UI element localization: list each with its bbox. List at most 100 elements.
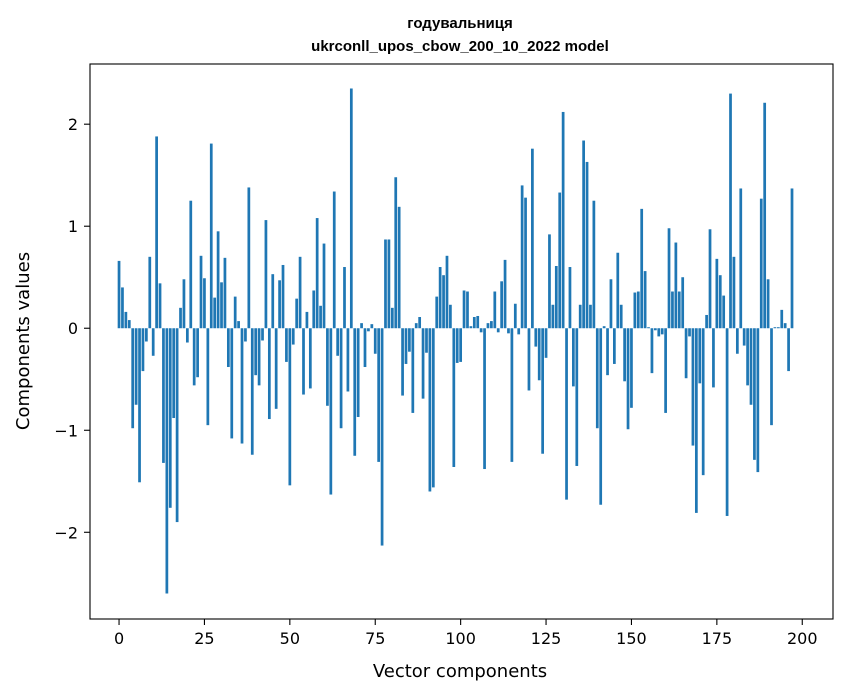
bar-47 [278, 280, 281, 329]
bar-75 [373, 328, 377, 354]
bar-102 [466, 291, 469, 329]
bar-63 [332, 191, 336, 329]
y-tick-label: −2 [54, 523, 78, 542]
bar-175 [715, 258, 719, 329]
bar-13 [162, 328, 165, 463]
bar-158 [657, 328, 661, 337]
bar-44 [267, 328, 271, 420]
bar-72 [363, 328, 367, 368]
bar-92 [431, 328, 435, 488]
bar-85 [408, 328, 411, 352]
bar-161 [667, 228, 671, 329]
x-tick-label: 25 [194, 629, 214, 648]
bar-106 [479, 328, 483, 333]
x-tick-label: 0 [114, 629, 124, 648]
bar-71 [360, 323, 363, 329]
bar-184 [746, 328, 749, 386]
bar-60 [322, 243, 326, 329]
bar-189 [763, 102, 767, 329]
bar-83 [401, 328, 404, 396]
bar-6 [138, 328, 141, 483]
bar-3 [127, 320, 131, 329]
bar-97 [449, 304, 452, 329]
bar-37 [244, 328, 247, 342]
bar-21 [189, 200, 193, 329]
bar-59 [319, 305, 322, 329]
bar-103 [469, 326, 473, 329]
bar-133 [572, 328, 575, 387]
bar-32 [226, 328, 230, 368]
bar-166 [684, 328, 688, 379]
bar-16 [172, 328, 176, 419]
bar-159 [660, 328, 664, 335]
bar-147 [619, 304, 623, 329]
bar-51 [291, 328, 295, 345]
bar-152 [636, 291, 640, 329]
bar-137 [585, 161, 589, 329]
bar-35 [237, 321, 240, 329]
bar-155 [647, 327, 650, 329]
bar-64 [336, 328, 340, 356]
bar-66 [343, 267, 346, 329]
bar-56 [308, 328, 312, 389]
bar-1 [121, 287, 124, 329]
chart-subtitle: ukrconll_upos_cbow_200_10_2022 model [311, 38, 609, 55]
bar-168 [691, 328, 695, 446]
bar-170 [698, 328, 702, 384]
bar-73 [367, 328, 370, 332]
bar-127 [551, 304, 555, 329]
bar-181 [735, 328, 739, 354]
bar-157 [654, 328, 657, 331]
bar-15 [168, 328, 172, 508]
bar-33 [230, 328, 234, 439]
bar-107 [483, 328, 486, 470]
bar-108 [486, 323, 490, 329]
x-axis-label: Vector components [373, 661, 547, 682]
bar-46 [274, 328, 278, 409]
bar-128 [554, 266, 558, 329]
bar-135 [578, 304, 582, 329]
bar-65 [339, 328, 343, 429]
bar-131 [565, 328, 568, 500]
bar-169 [694, 328, 698, 513]
bar-188 [759, 198, 763, 329]
x-tick-label: 200 [787, 629, 818, 648]
bar-112 [500, 281, 503, 329]
bar-45 [271, 274, 275, 329]
bar-185 [749, 328, 753, 405]
bar-146 [616, 252, 620, 329]
bar-14 [165, 328, 169, 594]
bar-136 [582, 140, 585, 329]
bar-151 [633, 292, 637, 329]
bar-148 [623, 328, 626, 382]
bar-36 [240, 328, 244, 444]
bar-89 [421, 328, 425, 399]
bar-17 [175, 328, 179, 523]
bar-24 [199, 255, 203, 329]
bar-5 [134, 328, 138, 405]
bar-86 [411, 328, 415, 413]
x-tick-label: 150 [616, 629, 647, 648]
bar-67 [346, 328, 350, 392]
bar-195 [783, 323, 787, 329]
bar-113 [503, 259, 507, 329]
bar-25 [203, 278, 206, 329]
bar-100 [459, 328, 463, 362]
bar-190 [766, 279, 770, 329]
bar-34 [233, 296, 237, 329]
bar-62 [329, 328, 333, 495]
bar-118 [520, 185, 524, 329]
bar-179 [729, 93, 732, 329]
bar-84 [404, 328, 408, 364]
bar-18 [179, 307, 182, 329]
bar-132 [568, 267, 572, 329]
bar-78 [384, 239, 387, 329]
bar-104 [472, 317, 476, 329]
bar-69 [353, 328, 357, 456]
bar-192 [773, 327, 777, 329]
bar-145 [613, 328, 616, 364]
bar-54 [302, 328, 305, 395]
bar-8 [145, 328, 148, 342]
bar-98 [452, 328, 456, 467]
